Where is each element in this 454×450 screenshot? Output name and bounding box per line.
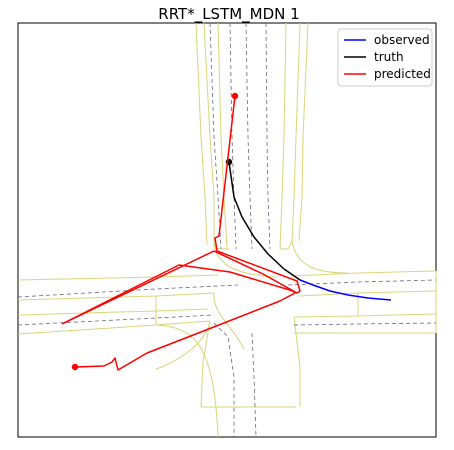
truth-line: [228, 161, 301, 281]
lane-line: [245, 22, 253, 250]
lane-line: [213, 322, 235, 437]
road-edge: [195, 22, 208, 246]
legend-label-observed: observed: [374, 33, 430, 47]
predicted-line: [61, 264, 296, 371]
plot-area: [17, 22, 437, 438]
predicted-line: [61, 95, 301, 325]
road-edge: [280, 240, 293, 250]
lane-line: [229, 22, 237, 250]
road-edge: [200, 320, 211, 408]
lane-line: [17, 284, 239, 298]
lane-line: [17, 314, 215, 326]
road-edge: [291, 22, 301, 242]
lane-line: [251, 332, 257, 438]
trajectories: [61, 92, 392, 371]
lane-line: [293, 322, 437, 326]
road-edge: [213, 244, 230, 250]
road-edge: [217, 22, 228, 250]
road-curve: [155, 320, 211, 370]
lane-line: [265, 22, 271, 250]
road-edge: [298, 22, 309, 242]
lane-line: [209, 22, 222, 250]
legend: observed truth predicted: [337, 28, 433, 87]
road-edge: [203, 22, 215, 245]
road-curve: [291, 240, 349, 274]
legend-label-truth: truth: [374, 50, 404, 64]
road-map: [17, 22, 437, 438]
chart-title: RRT*_LSTM_MDN 1: [158, 5, 299, 24]
legend-box: [337, 28, 433, 87]
road-curve: [155, 324, 219, 438]
predicted-endpoint-marker: [71, 363, 79, 371]
road-edge: [279, 22, 287, 250]
predicted-endpoint-marker: [231, 92, 239, 100]
road-edge: [291, 270, 437, 277]
legend-label-predicted: predicted: [374, 67, 431, 81]
observed-line: [299, 279, 392, 301]
road-edge: [293, 316, 301, 407]
road-curve: [213, 292, 245, 350]
